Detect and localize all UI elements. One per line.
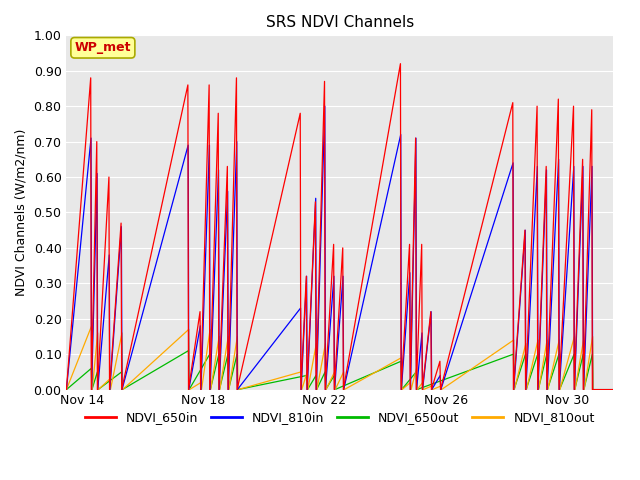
NDVI_650in xyxy=(215,387,223,393)
NDVI_650out xyxy=(225,387,232,393)
NDVI_650out xyxy=(185,387,193,393)
NDVI_810in xyxy=(339,273,347,279)
NDVI_650in xyxy=(397,61,404,67)
NDVI_650out xyxy=(555,351,563,357)
NDVI_650out xyxy=(304,387,312,393)
Text: WP_met: WP_met xyxy=(75,41,131,54)
NDVI_810in xyxy=(215,387,223,393)
NDVI_810in xyxy=(321,103,329,109)
Title: SRS NDVI Channels: SRS NDVI Channels xyxy=(266,15,414,30)
NDVI_810out xyxy=(340,369,348,375)
NDVI_650out xyxy=(589,387,596,393)
NDVI_650out xyxy=(543,351,550,357)
NDVI_650out xyxy=(321,369,329,375)
NDVI_650out xyxy=(234,387,241,393)
NDVI_650out xyxy=(118,387,126,393)
NDVI_650out xyxy=(534,351,541,357)
NDVI_650out xyxy=(207,387,214,393)
NDVI_810in xyxy=(63,387,70,393)
NDVI_650out xyxy=(88,387,96,393)
NDVI_650in xyxy=(196,387,204,393)
NDVI_810in xyxy=(556,387,563,393)
NDVI_650in xyxy=(330,387,338,393)
NDVI_650out xyxy=(609,387,617,393)
NDVI_650in xyxy=(105,174,113,180)
NDVI_650out xyxy=(233,351,241,357)
NDVI_650out xyxy=(206,351,214,357)
NDVI_810out xyxy=(225,334,232,339)
NDVI_650in xyxy=(609,387,617,393)
NDVI_810out xyxy=(206,326,214,332)
NDVI_650out xyxy=(580,387,588,393)
NDVI_650in xyxy=(555,387,563,393)
NDVI_810in xyxy=(106,252,113,258)
NDVI_650out xyxy=(412,369,420,375)
Line: NDVI_810out: NDVI_810out xyxy=(67,326,613,390)
NDVI_650out xyxy=(63,387,70,393)
NDVI_650out xyxy=(185,348,193,353)
NDVI_650out xyxy=(303,372,311,378)
NDVI_650out xyxy=(522,387,530,393)
NDVI_810out xyxy=(63,387,70,393)
Line: NDVI_650in: NDVI_650in xyxy=(67,64,613,390)
NDVI_810in xyxy=(609,387,617,393)
NDVI_650out xyxy=(88,365,95,371)
NDVI_650out xyxy=(556,387,563,393)
NDVI_650out xyxy=(570,351,578,357)
NDVI_650out xyxy=(216,387,223,393)
NDVI_810in xyxy=(197,387,205,393)
NDVI_810out xyxy=(556,387,564,393)
NDVI_650out xyxy=(93,369,101,375)
NDVI_810out xyxy=(88,323,95,329)
NDVI_810out xyxy=(413,387,421,393)
NDVI_650out xyxy=(522,351,529,357)
NDVI_650out xyxy=(579,351,587,357)
NDVI_650out xyxy=(312,372,320,378)
NDVI_650out xyxy=(322,387,330,393)
NDVI_650out xyxy=(313,387,321,393)
Y-axis label: NDVI Channels (W/m2/nm): NDVI Channels (W/m2/nm) xyxy=(15,129,28,296)
NDVI_650out xyxy=(331,387,339,393)
NDVI_650out xyxy=(534,387,542,393)
NDVI_650out xyxy=(509,351,517,357)
NDVI_650in xyxy=(412,387,420,393)
NDVI_650in xyxy=(63,387,70,393)
NDVI_650out xyxy=(398,387,406,393)
NDVI_650out xyxy=(413,387,420,393)
NDVI_650out xyxy=(215,351,223,357)
Legend: NDVI_650in, NDVI_810in, NDVI_650out, NDVI_810out: NDVI_650in, NDVI_810in, NDVI_650out, NDV… xyxy=(80,407,600,430)
NDVI_810out xyxy=(609,387,617,393)
NDVI_650out xyxy=(118,369,125,375)
NDVI_650out xyxy=(330,372,338,378)
NDVI_650out xyxy=(589,351,596,357)
NDVI_650out xyxy=(510,387,518,393)
NDVI_650out xyxy=(571,387,579,393)
NDVI_650out xyxy=(543,387,551,393)
NDVI_810out xyxy=(107,387,115,393)
NDVI_650out xyxy=(224,351,232,357)
Line: NDVI_810in: NDVI_810in xyxy=(67,106,613,390)
Line: NDVI_650out: NDVI_650out xyxy=(67,350,613,390)
NDVI_650out xyxy=(397,359,405,364)
NDVI_810in xyxy=(413,387,420,393)
NDVI_650out xyxy=(94,387,102,393)
